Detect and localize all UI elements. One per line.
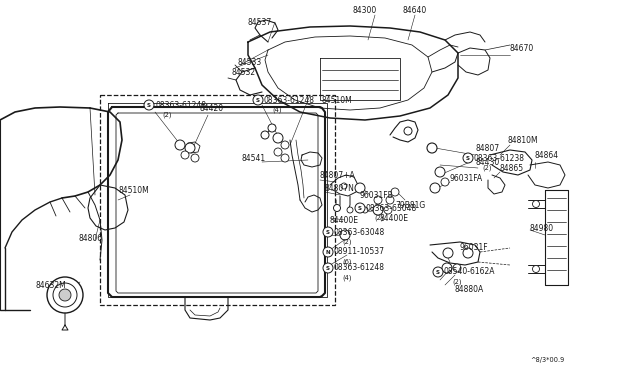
Circle shape	[347, 207, 353, 213]
Text: 84807: 84807	[476, 144, 500, 153]
Circle shape	[144, 100, 154, 110]
Text: 84880A: 84880A	[455, 285, 484, 295]
Text: S: S	[256, 97, 260, 103]
Circle shape	[442, 263, 452, 273]
Text: 08363-61238: 08363-61238	[474, 154, 525, 163]
Text: 08363-63048: 08363-63048	[366, 203, 417, 212]
Circle shape	[53, 283, 77, 307]
Text: 08363-61248: 08363-61248	[334, 263, 385, 273]
Circle shape	[443, 248, 453, 258]
Circle shape	[373, 205, 383, 215]
Circle shape	[374, 196, 382, 204]
Circle shape	[453, 264, 461, 272]
Circle shape	[281, 154, 289, 162]
Text: 79B81G: 79B81G	[395, 201, 425, 209]
Text: 84400E: 84400E	[380, 214, 409, 222]
Circle shape	[274, 148, 282, 156]
Circle shape	[268, 124, 276, 132]
Text: 84510M: 84510M	[322, 96, 353, 105]
Circle shape	[333, 205, 340, 212]
Circle shape	[261, 131, 269, 139]
Text: 84400E: 84400E	[330, 215, 359, 224]
Circle shape	[433, 267, 443, 277]
Text: 84810M: 84810M	[508, 135, 539, 144]
Text: (2): (2)	[374, 215, 383, 221]
Circle shape	[323, 227, 333, 237]
Text: 84807+A: 84807+A	[320, 170, 356, 180]
Text: 08363-63048: 08363-63048	[334, 228, 385, 237]
Circle shape	[341, 183, 347, 189]
Circle shape	[391, 188, 399, 196]
Text: 84420: 84420	[200, 103, 224, 112]
Circle shape	[362, 207, 368, 213]
Text: (2): (2)	[482, 165, 492, 171]
Text: S: S	[326, 230, 330, 234]
Text: 84510M: 84510M	[118, 186, 148, 195]
Text: S: S	[436, 269, 440, 275]
Text: 84541: 84541	[242, 154, 266, 163]
Circle shape	[355, 183, 365, 193]
Text: (4): (4)	[272, 107, 282, 113]
Text: 08540-6162A: 08540-6162A	[444, 267, 495, 276]
Text: S: S	[147, 103, 151, 108]
Circle shape	[463, 153, 473, 163]
Circle shape	[181, 151, 189, 159]
Text: 84430: 84430	[476, 157, 500, 167]
Circle shape	[430, 183, 440, 193]
Text: (2): (2)	[342, 239, 351, 245]
Circle shape	[273, 133, 283, 143]
Text: (2): (2)	[162, 112, 172, 118]
Text: 96031FA: 96031FA	[450, 173, 483, 183]
Text: ^8/3*00.9: ^8/3*00.9	[530, 357, 564, 363]
Text: S: S	[326, 266, 330, 270]
Circle shape	[185, 143, 195, 153]
Circle shape	[427, 143, 437, 153]
Circle shape	[59, 289, 71, 301]
Text: (4): (4)	[342, 275, 351, 281]
Text: 84864: 84864	[535, 151, 559, 160]
Circle shape	[323, 263, 333, 273]
Circle shape	[404, 127, 412, 135]
Text: S: S	[358, 205, 362, 211]
Circle shape	[441, 178, 449, 186]
Text: 84532: 84532	[232, 67, 256, 77]
Circle shape	[191, 154, 199, 162]
Circle shape	[175, 140, 185, 150]
Text: N: N	[326, 250, 330, 254]
Circle shape	[253, 95, 263, 105]
Text: 84865: 84865	[500, 164, 524, 173]
Circle shape	[281, 141, 289, 149]
Circle shape	[386, 196, 394, 204]
Circle shape	[47, 277, 83, 313]
Text: 84670: 84670	[510, 44, 534, 52]
Circle shape	[323, 247, 333, 257]
Circle shape	[463, 248, 473, 258]
Circle shape	[384, 206, 392, 214]
Text: (2): (2)	[452, 279, 461, 285]
Text: 08363-61248: 08363-61248	[264, 96, 315, 105]
Text: 84537: 84537	[248, 17, 272, 26]
Text: 84807N: 84807N	[325, 183, 355, 192]
Text: S: S	[466, 155, 470, 160]
Text: (6): (6)	[342, 259, 351, 265]
Circle shape	[355, 203, 365, 213]
Text: 96031FB: 96031FB	[360, 190, 394, 199]
Text: 08911-10537: 08911-10537	[334, 247, 385, 257]
Text: 84632M: 84632M	[35, 280, 66, 289]
Text: 84300: 84300	[353, 6, 377, 15]
Text: 84640: 84640	[403, 6, 427, 15]
Circle shape	[532, 266, 540, 273]
Text: 84980: 84980	[530, 224, 554, 232]
Text: 08363-61248: 08363-61248	[155, 100, 206, 109]
Circle shape	[435, 167, 445, 177]
Text: 96031F: 96031F	[460, 244, 488, 253]
Circle shape	[532, 201, 540, 208]
Text: 84533: 84533	[238, 58, 262, 67]
Text: 84806: 84806	[78, 234, 102, 243]
Circle shape	[340, 230, 350, 240]
